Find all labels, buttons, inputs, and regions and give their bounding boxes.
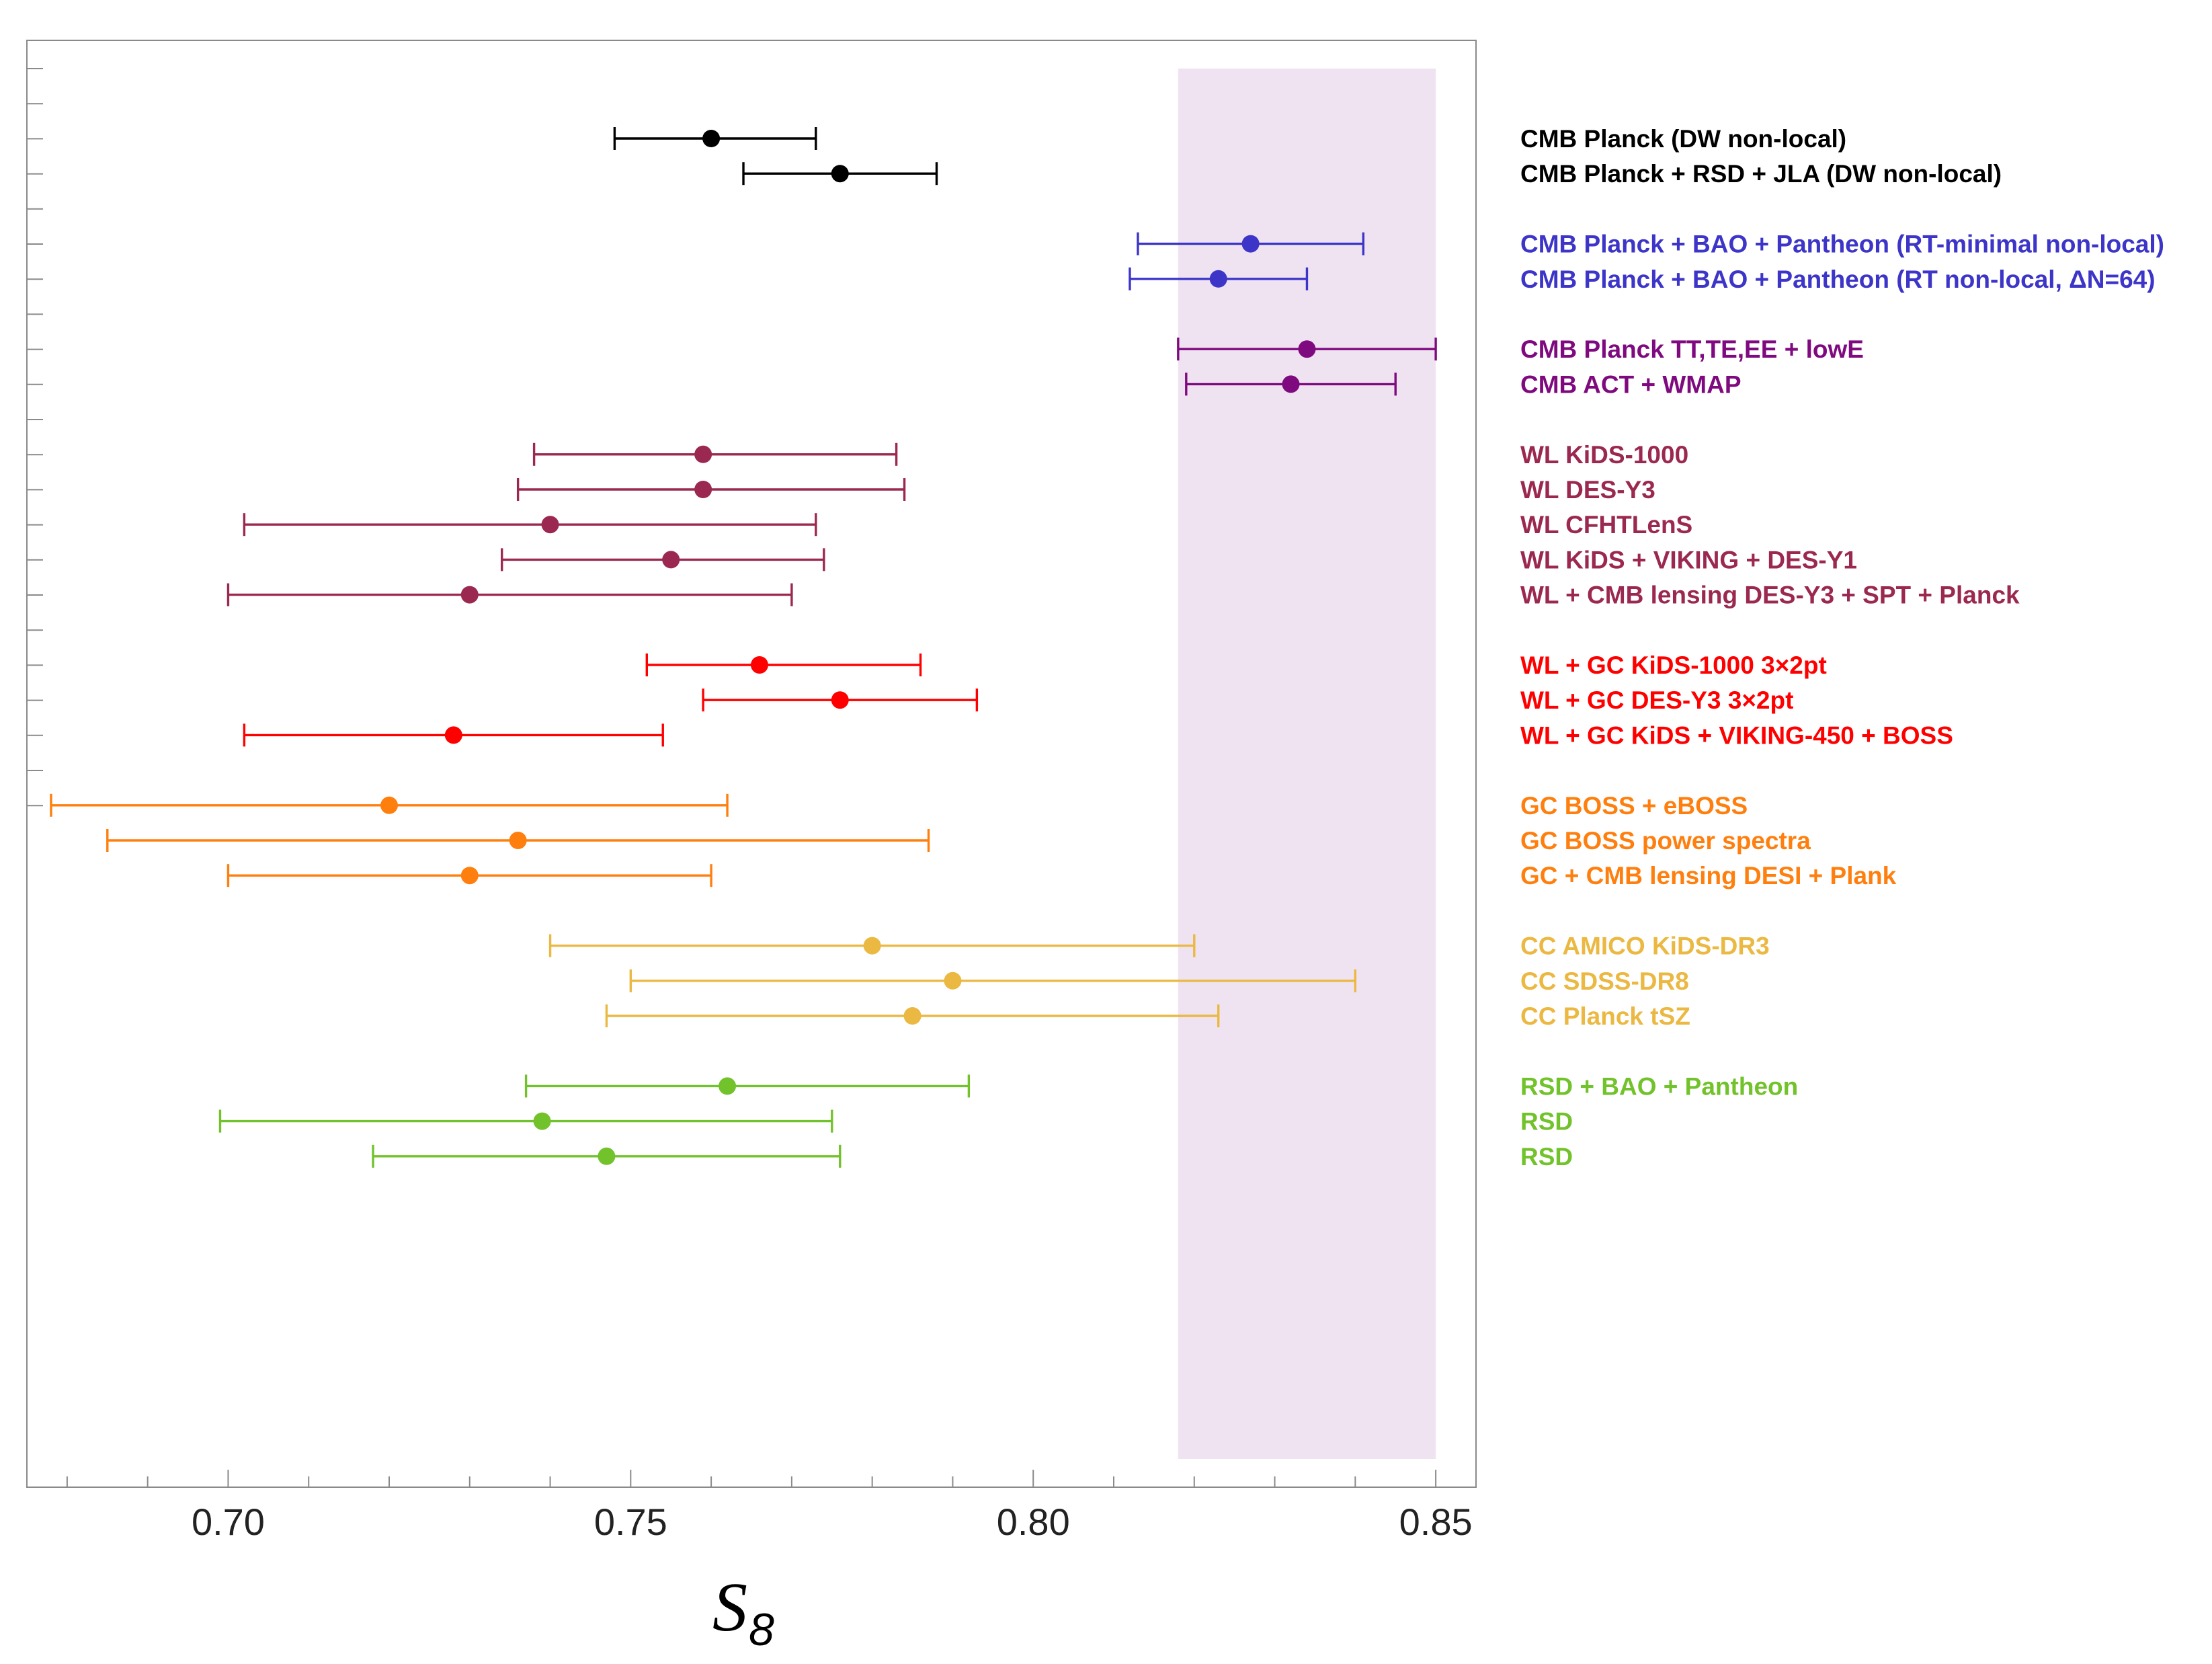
legend-label: CMB Planck (DW non-local) bbox=[1520, 125, 1846, 153]
data-point bbox=[380, 796, 398, 814]
x-axis-title: S8 bbox=[712, 1569, 774, 1655]
data-point bbox=[903, 1007, 921, 1025]
data-point bbox=[460, 586, 479, 604]
legend-label: WL + GC DES-Y3 3×2pt bbox=[1520, 686, 1793, 714]
error-bars-layer bbox=[50, 127, 1437, 1168]
data-point bbox=[533, 1112, 551, 1130]
legend-label: GC + CMB lensing DESI + Plank bbox=[1520, 862, 1897, 889]
legend-label: WL KiDS-1000 bbox=[1520, 441, 1688, 469]
legend-label: CMB Planck + RSD + JLA (DW non-local) bbox=[1520, 160, 2002, 188]
data-point bbox=[702, 130, 721, 147]
legend-label: RSD + BAO + Pantheon bbox=[1520, 1072, 1798, 1100]
legend-label: GC BOSS + eBOSS bbox=[1520, 792, 1748, 820]
data-point bbox=[863, 937, 881, 955]
data-point bbox=[460, 867, 479, 885]
legend-label: CMB Planck TT,TE,EE + lowE bbox=[1520, 335, 1864, 363]
x-tick-label: 0.85 bbox=[1399, 1501, 1473, 1543]
data-point bbox=[509, 832, 527, 849]
data-point bbox=[694, 481, 712, 498]
legend-layer: CMB Planck (DW non-local) CMB Planck + RS… bbox=[1520, 125, 2164, 1171]
axis-ticks-layer: 0.70 0.75 0.80 0.85 bbox=[27, 68, 1473, 1543]
legend-label: WL CFHTLenS bbox=[1520, 511, 1692, 539]
data-point bbox=[719, 1077, 737, 1095]
legend-label: RSD bbox=[1520, 1108, 1573, 1136]
data-point bbox=[1282, 375, 1300, 393]
legend-label: RSD bbox=[1520, 1143, 1573, 1171]
data-point bbox=[831, 691, 849, 709]
x-tick-label: 0.75 bbox=[594, 1501, 667, 1543]
legend-label: CMB Planck + BAO + Pantheon (RT non-loca… bbox=[1520, 266, 2156, 293]
data-point bbox=[662, 551, 680, 569]
data-point bbox=[1241, 235, 1260, 253]
plot-frame-layer bbox=[26, 40, 1477, 1488]
legend-label: GC BOSS power spectra bbox=[1520, 827, 1811, 855]
data-point bbox=[598, 1147, 616, 1165]
plot-frame bbox=[26, 40, 1477, 1488]
legend-label: CMB Planck + BAO + Pantheon (RT-minimal … bbox=[1520, 231, 2164, 258]
legend-label: WL + CMB lensing DES-Y3 + SPT + Planck bbox=[1520, 582, 2020, 609]
data-point bbox=[831, 165, 849, 183]
data-point bbox=[1209, 270, 1227, 288]
legend-label: CC AMICO KiDS-DR3 bbox=[1520, 933, 1770, 960]
data-point bbox=[541, 516, 559, 534]
data-point bbox=[750, 656, 768, 674]
shaded-band-layer bbox=[1178, 69, 1436, 1459]
legend-label: CC SDSS-DR8 bbox=[1520, 967, 1689, 995]
data-point bbox=[444, 726, 462, 744]
legend-label: WL DES-Y3 bbox=[1520, 476, 1655, 504]
x-tick-label: 0.70 bbox=[192, 1501, 265, 1543]
data-point bbox=[694, 445, 712, 463]
data-point bbox=[1298, 340, 1316, 358]
x-tick-label: 0.80 bbox=[997, 1501, 1070, 1543]
shaded-band bbox=[1178, 69, 1436, 1459]
legend-label: CC Planck tSZ bbox=[1520, 1002, 1690, 1030]
data-point bbox=[944, 972, 962, 990]
legend-label: WL + GC KiDS + VIKING-450 + BOSS bbox=[1520, 721, 1953, 749]
legend-label: WL + GC KiDS-1000 3×2pt bbox=[1520, 651, 1827, 679]
legend-label: CMB ACT + WMAP bbox=[1520, 370, 1742, 398]
legend-label: WL KiDS + VIKING + DES-Y1 bbox=[1520, 546, 1857, 573]
